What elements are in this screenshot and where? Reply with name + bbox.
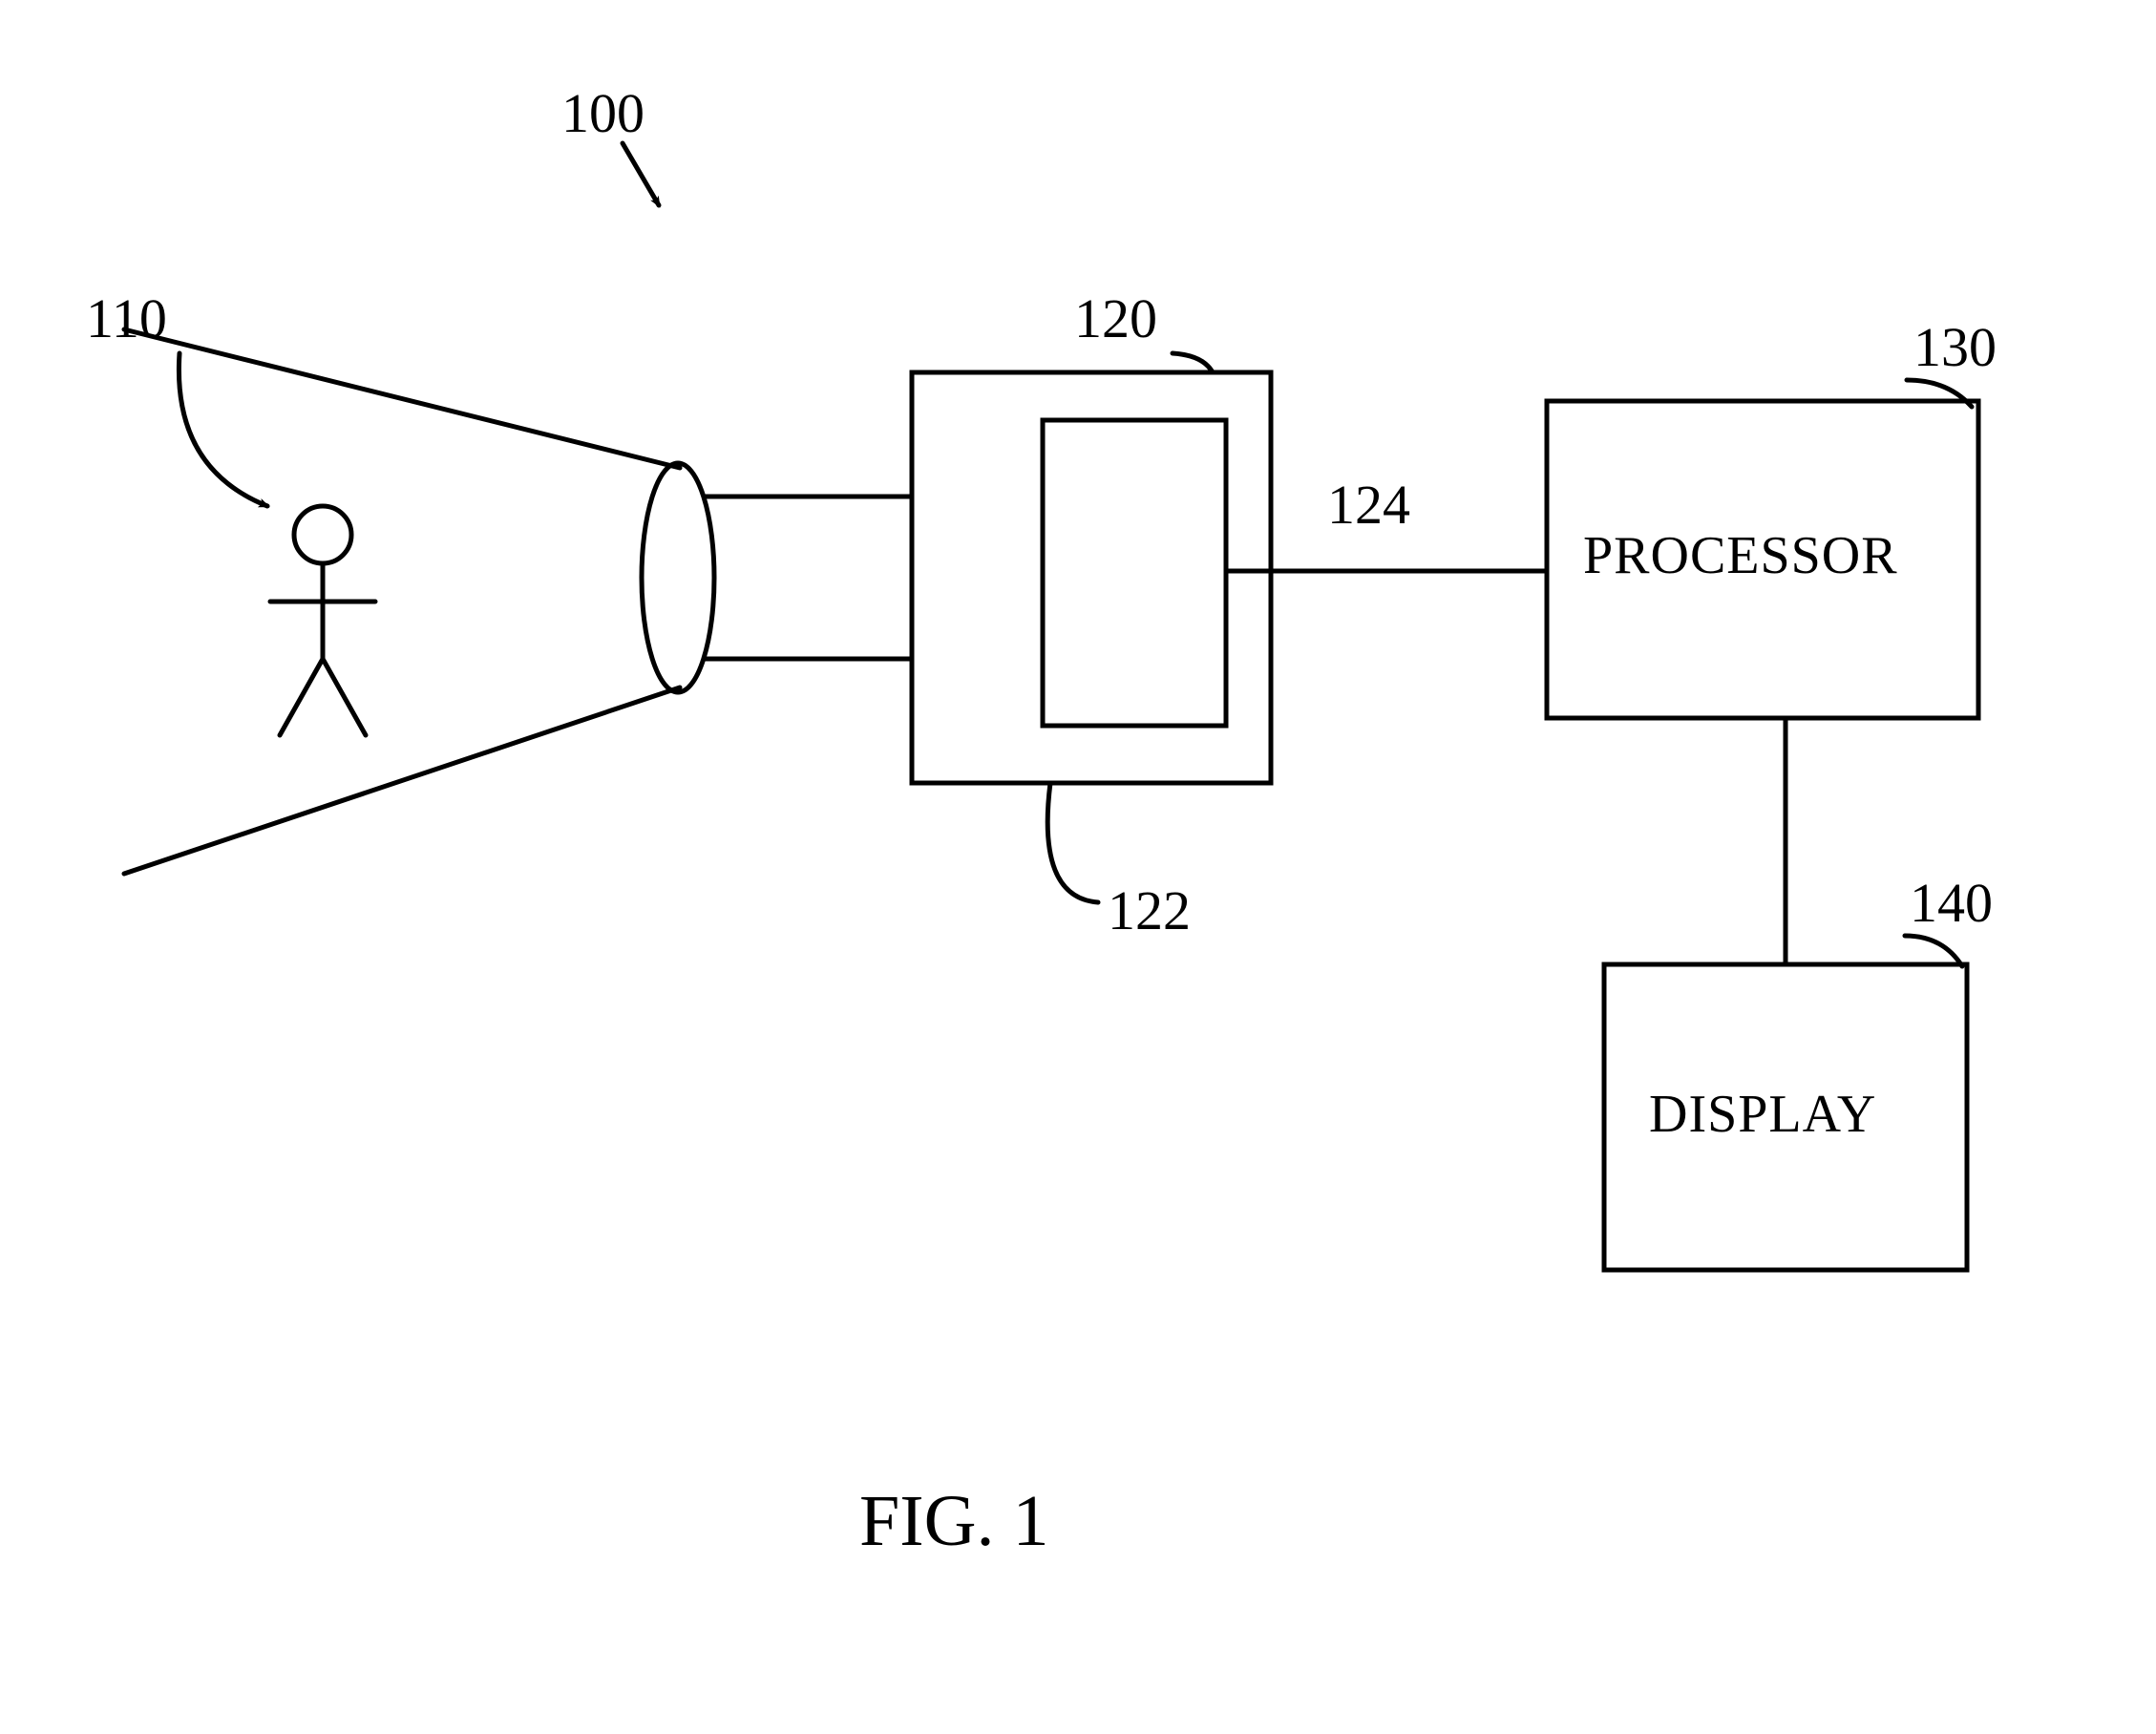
figure-diagram	[0, 0, 2156, 1734]
fov-bottom	[124, 687, 680, 874]
label-140: 140	[1910, 871, 1993, 935]
leader-140	[1905, 936, 1962, 966]
figure-caption: FIG. 1	[859, 1480, 1048, 1563]
person-head	[294, 506, 351, 563]
leader-120	[1173, 353, 1213, 372]
camera-body	[912, 372, 1271, 783]
sensor-rect	[1043, 420, 1226, 726]
label-122: 122	[1108, 878, 1191, 942]
display-label: DISPLAY	[1649, 1084, 1876, 1145]
processor-label: PROCESSOR	[1583, 525, 1898, 586]
leader-110	[179, 353, 267, 506]
label-100: 100	[561, 81, 645, 145]
lens-ellipse	[642, 463, 714, 692]
label-124: 124	[1327, 473, 1410, 537]
arrow-100	[623, 143, 659, 205]
label-110: 110	[86, 286, 167, 350]
fov-top	[124, 329, 680, 468]
leader-122	[1047, 783, 1098, 902]
label-130: 130	[1913, 315, 1997, 379]
label-120: 120	[1074, 286, 1157, 350]
